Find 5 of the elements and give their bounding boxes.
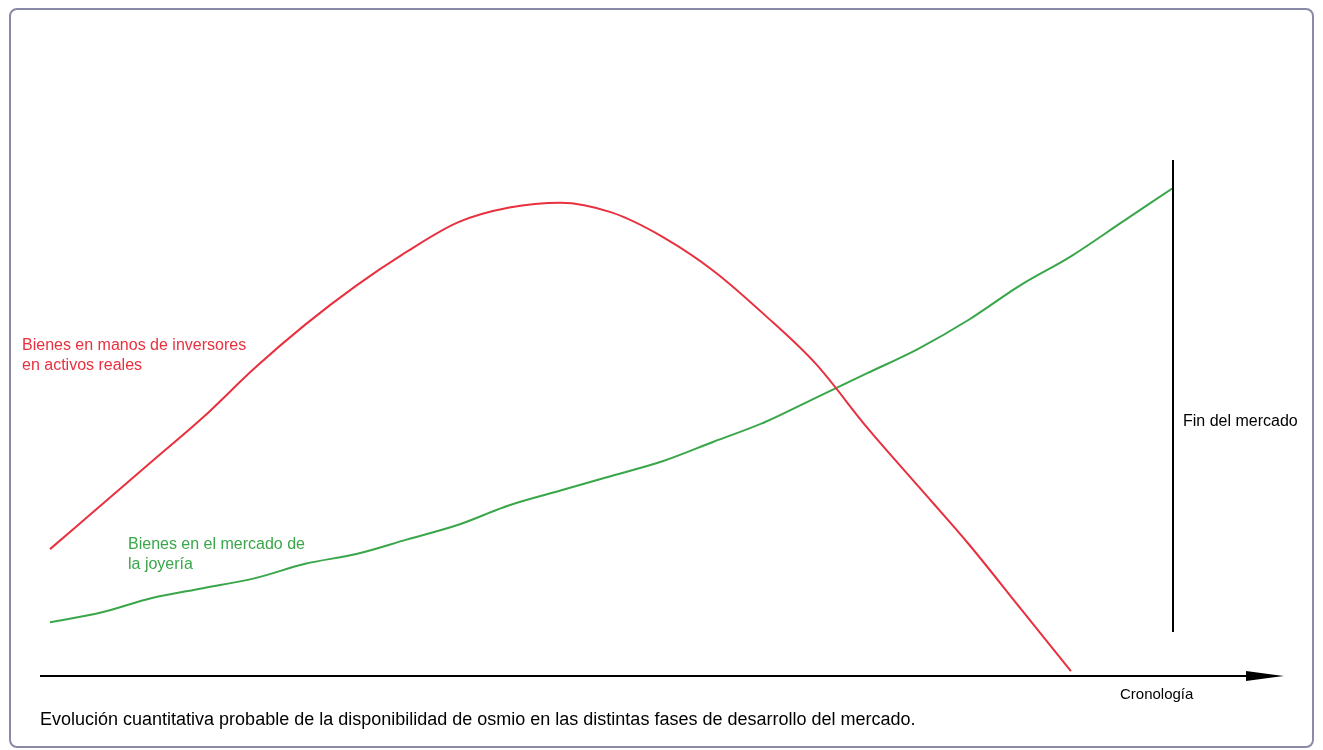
- series-label: Bienes en el mercado de la joyería: [128, 534, 306, 574]
- annotation: Fin del mercado: [1183, 411, 1298, 431]
- series-label: Bienes en manos de inversores en activos reales: [22, 335, 248, 375]
- text: Evolución cuantitativa probable de la disponibilidad de osmio en las distintas fases de desarrollo del mercado.: [40, 708, 916, 731]
- x-axis-title: Cronología: [1120, 684, 1194, 704]
